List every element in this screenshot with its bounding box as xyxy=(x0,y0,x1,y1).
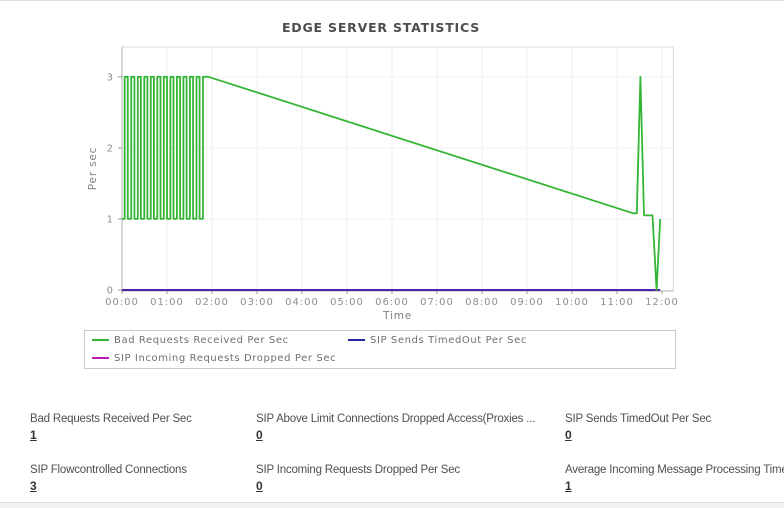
bottom-divider xyxy=(0,502,784,508)
legend-item-sip-sends-timedout: SIP Sends TimedOut Per Sec xyxy=(348,335,527,346)
stat-avg-incoming-processing-time: Average Incoming Message Processing Time… xyxy=(565,464,784,495)
stat-sip-incoming-dropped: SIP Incoming Requests Dropped Per Sec 0 xyxy=(256,464,565,495)
y-tick-label: 2 xyxy=(107,143,114,154)
y-tick-label: 1 xyxy=(107,214,114,225)
stat-value-link[interactable]: 1 xyxy=(565,479,572,493)
stat-value-link[interactable]: 3 xyxy=(30,479,37,493)
y-axis-title: Per sec xyxy=(87,147,99,190)
legend-row-2: SIP Incoming Requests Dropped Per Sec xyxy=(85,349,675,367)
stat-label: Bad Requests Received Per Sec xyxy=(30,413,192,425)
stat-sip-above-limit-dropped: SIP Above Limit Connections Dropped Acce… xyxy=(256,413,565,444)
legend-item-bad-requests: Bad Requests Received Per Sec xyxy=(92,335,348,346)
stat-label: SIP Above Limit Connections Dropped Acce… xyxy=(256,413,536,425)
legend-label: SIP Sends TimedOut Per Sec xyxy=(370,334,527,346)
y-tick-label: 3 xyxy=(107,72,114,83)
stat-sip-flowcontrolled: SIP Flowcontrolled Connections 3 xyxy=(30,464,256,495)
x-tick-label: 04:00 xyxy=(285,297,319,308)
x-tick-label: 02:00 xyxy=(195,297,229,308)
legend-swatch-magenta-icon xyxy=(92,357,109,359)
stat-sip-sends-timedout: SIP Sends TimedOut Per Sec 0 xyxy=(565,413,784,444)
x-tick-label: 10:00 xyxy=(555,297,589,308)
plot-area xyxy=(121,46,674,292)
stat-bad-requests-received: Bad Requests Received Per Sec 1 xyxy=(30,413,256,444)
stat-label: SIP Flowcontrolled Connections xyxy=(30,464,187,476)
stat-value-link[interactable]: 0 xyxy=(565,428,572,442)
chart-legend: Bad Requests Received Per Sec SIP Sends … xyxy=(84,330,676,369)
x-axis-title: Time xyxy=(382,310,412,322)
stat-value-link[interactable]: 1 xyxy=(30,428,37,442)
x-tick-label: 06:00 xyxy=(375,297,409,308)
legend-row-1: Bad Requests Received Per Sec SIP Sends … xyxy=(85,331,675,349)
top-divider xyxy=(0,0,784,1)
legend-swatch-green-icon xyxy=(92,339,109,341)
stat-label: SIP Sends TimedOut Per Sec xyxy=(565,413,712,425)
series-line-bad-requests-received-per-sec xyxy=(122,75,662,291)
stats-grid: Bad Requests Received Per Sec 1 SIP Abov… xyxy=(30,413,784,495)
x-tick-label: 05:00 xyxy=(330,297,364,308)
x-tick-label: 09:00 xyxy=(510,297,544,308)
stat-label: Average Incoming Message Processing Time xyxy=(565,464,784,476)
x-tick-label: 07:00 xyxy=(420,297,454,308)
stat-label: SIP Incoming Requests Dropped Per Sec xyxy=(256,464,460,476)
legend-label: Bad Requests Received Per Sec xyxy=(114,334,289,346)
x-tick-label: 11:00 xyxy=(600,297,634,308)
chart-title: EDGE SERVER STATISTICS xyxy=(281,20,481,35)
stat-value-link[interactable]: 0 xyxy=(256,479,263,493)
legend-label: SIP Incoming Requests Dropped Per Sec xyxy=(114,352,337,364)
x-tick-label: 08:00 xyxy=(465,297,499,308)
edge-server-statistics-chart: 00:00 01:00 02:00 03:00 04:00 05:00 06:00 07:00… xyxy=(87,46,679,322)
legend-swatch-blue-icon xyxy=(348,339,365,341)
x-tick-label: 03:00 xyxy=(240,297,274,308)
x-tick-label: 00:00 xyxy=(105,297,139,308)
y-tick-label: 0 xyxy=(107,286,114,297)
legend-item-sip-incoming-dropped: SIP Incoming Requests Dropped Per Sec xyxy=(92,353,336,364)
x-tick-label: 12:00 xyxy=(645,297,679,308)
x-tick-label: 01:00 xyxy=(150,297,184,308)
stat-value-link[interactable]: 0 xyxy=(256,428,263,442)
